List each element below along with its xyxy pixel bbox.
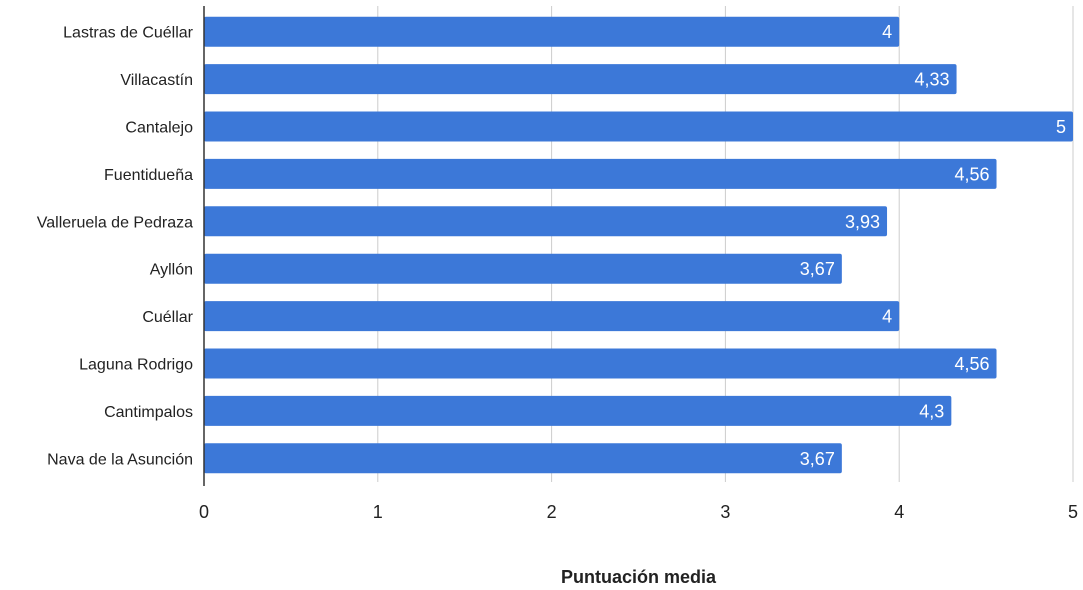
bar [204, 443, 842, 474]
bar [204, 111, 1073, 142]
data-label: 4 [882, 307, 892, 327]
category-label: Valleruela de Pedraza [37, 214, 193, 231]
x-tick-label: 2 [547, 502, 557, 522]
data-label: 3,67 [800, 449, 835, 469]
category-labels: Lastras de Cuéllar Villacastín Cantalejo Fu… [37, 25, 194, 469]
category-label: Ayllón [150, 262, 193, 279]
x-tick-labels: 0 1 2 3 4 5 [199, 502, 1078, 522]
data-label: 4,3 [919, 401, 944, 421]
x-tick-label: 4 [894, 502, 904, 522]
category-label: Lastras de Cuéllar [63, 25, 194, 42]
category-label: Fuentidueña [104, 167, 193, 184]
bar [204, 253, 842, 284]
data-label: 3,67 [800, 259, 835, 279]
x-axis-title: Puntuación media [561, 567, 717, 587]
x-tick-label: 1 [373, 502, 383, 522]
x-tick-label: 3 [720, 502, 730, 522]
bar [204, 16, 900, 47]
data-label: 4,33 [915, 70, 950, 90]
category-label: Laguna Rodrigo [79, 357, 193, 374]
bar [204, 158, 997, 189]
bar [204, 206, 888, 237]
data-label: 3,93 [845, 212, 880, 232]
category-label: Cantimpalos [104, 404, 193, 421]
bar [204, 395, 952, 426]
bars: 4 4,33 5 4,56 3,93 3,67 4 4,56 4,3 3,67 [204, 16, 1073, 474]
bar [204, 64, 957, 95]
bar [204, 301, 900, 332]
category-label: Villacastín [120, 72, 193, 89]
data-label: 4 [882, 22, 892, 42]
category-label: Cuéllar [142, 309, 193, 326]
category-label: Cantalejo [125, 120, 193, 137]
data-label: 4,56 [954, 164, 989, 184]
x-tick-label: 5 [1068, 502, 1078, 522]
data-label: 4,56 [954, 354, 989, 374]
x-tick-label: 0 [199, 502, 209, 522]
bar [204, 348, 997, 379]
category-label: Nava de la Asunción [47, 451, 193, 468]
data-label: 5 [1056, 117, 1066, 137]
